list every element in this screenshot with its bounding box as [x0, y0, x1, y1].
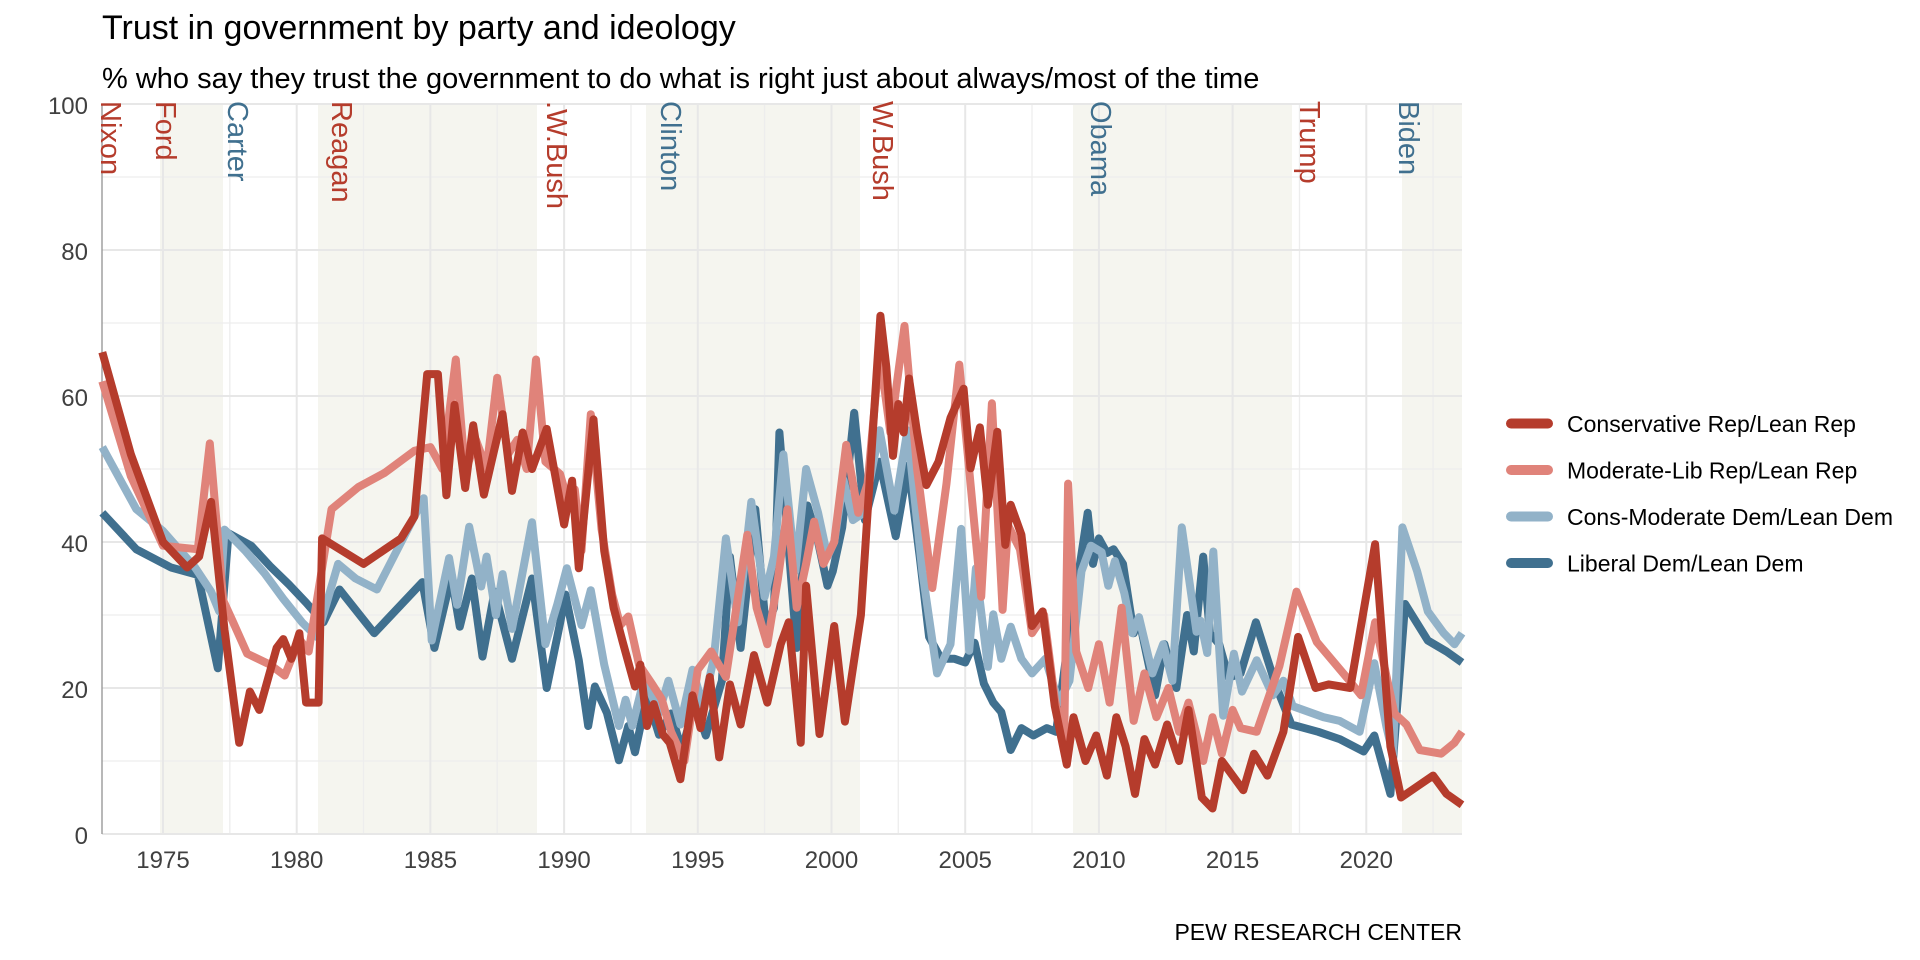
svg-text:1985: 1985 — [404, 847, 457, 874]
svg-text:Carter: Carter — [221, 101, 253, 182]
svg-text:Trust in government by party a: Trust in government by party and ideolog… — [102, 9, 736, 47]
svg-text:20: 20 — [61, 677, 88, 704]
svg-text:Ford: Ford — [149, 101, 181, 161]
svg-text:1975: 1975 — [136, 847, 189, 874]
svg-text:Moderate-Lib Rep/Lean Rep: Moderate-Lib Rep/Lean Rep — [1567, 458, 1857, 484]
svg-text:Liberal Dem/Lean Dem: Liberal Dem/Lean Dem — [1567, 551, 1804, 577]
svg-text:% who say they trust the gover: % who say they trust the government to d… — [102, 63, 1259, 95]
svg-text:Trump: Trump — [1293, 101, 1325, 184]
svg-text:Biden: Biden — [1392, 101, 1424, 175]
svg-text:Reagan: Reagan — [325, 101, 357, 203]
svg-text:Clinton: Clinton — [654, 101, 686, 191]
svg-text:2000: 2000 — [805, 847, 858, 874]
svg-text:W.Bush: W.Bush — [866, 101, 898, 201]
svg-text:80: 80 — [61, 239, 88, 266]
svg-text:1990: 1990 — [537, 847, 590, 874]
svg-text:Nixon: Nixon — [94, 101, 126, 175]
svg-text:2020: 2020 — [1340, 847, 1393, 874]
svg-text:2015: 2015 — [1206, 847, 1259, 874]
svg-text:60: 60 — [61, 385, 88, 412]
svg-text:Obama: Obama — [1084, 101, 1116, 197]
svg-text:1980: 1980 — [270, 847, 323, 874]
svg-text:2010: 2010 — [1072, 847, 1125, 874]
svg-text:0: 0 — [75, 823, 88, 850]
svg-text:PEW RESEARCH CENTER: PEW RESEARCH CENTER — [1174, 919, 1462, 945]
svg-text:100: 100 — [48, 93, 88, 120]
svg-text:2005: 2005 — [939, 847, 992, 874]
svg-text:.W.Bush: .W.Bush — [540, 101, 572, 209]
svg-text:1995: 1995 — [671, 847, 724, 874]
svg-text:Conservative Rep/Lean Rep: Conservative Rep/Lean Rep — [1567, 411, 1856, 437]
svg-text:40: 40 — [61, 531, 88, 558]
svg-text:Cons-Moderate Dem/Lean Dem: Cons-Moderate Dem/Lean Dem — [1567, 504, 1893, 530]
